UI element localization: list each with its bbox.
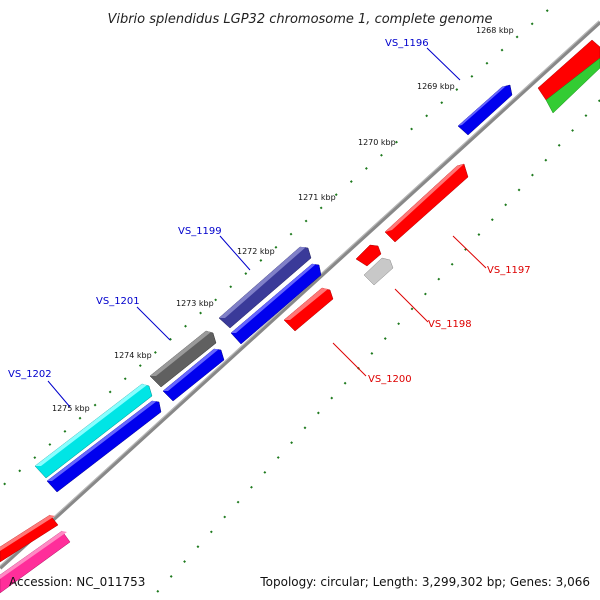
genome-backbone [0,20,600,570]
tick-label-1268: 1268 kbp [476,26,514,35]
gene-arrow-VS_1197-top [385,164,464,232]
gene-arrow-VS_1201-outer-top [150,331,211,376]
gene-label-VS_1198[interactable]: VS_1198 [428,319,472,330]
gene-arrow-VS_1197[interactable] [384,163,469,243]
gene-arrow-outer-red-bottom-top [0,515,55,551]
leader-VS_1197 [452,235,487,269]
tick-label-1271: 1271 kbp [298,193,336,202]
leader-VS_1199 [219,235,251,271]
tick-label-1273: 1273 kbp [176,299,214,308]
gene-label-VS_1202[interactable]: VS_1202 [8,369,52,380]
gene-arrow-VS_1202-top [47,401,157,481]
gene-arrow-VS_1198[interactable] [363,257,394,286]
gene-label-VS_1196[interactable]: VS_1196 [385,38,429,49]
leader-VS_1200 [332,342,367,377]
leader-VS_1201 [136,306,171,341]
map-title: Vibrio splendidus LGP32 chromosome 1, co… [107,12,492,27]
gene-arrow-outer-pink-bottom-top [0,531,67,579]
genome-summary-text: Topology: circular; Length: 3,299,302 bp… [259,575,590,589]
leader-VS_1202 [47,380,71,408]
tick-label-1274: 1274 kbp [114,351,152,360]
tick-label-1272: 1272 kbp [237,247,275,256]
tick-label-1269: 1269 kbp [417,82,455,91]
tick-label-1275: 1275 kbp [52,404,90,413]
gene-label-VS_1201[interactable]: VS_1201 [96,296,140,307]
inner-tick-track [149,99,600,600]
gene-label-VS_1199[interactable]: VS_1199 [178,226,222,237]
gene-arrow-VS_1196[interactable] [457,84,513,136]
gene-arrow-VS_1202-outer[interactable] [34,383,153,479]
tick-label-1270: 1270 kbp [358,138,396,147]
gene-arrow-VS_1202-outer-top [35,384,147,466]
leader-VS_1196 [426,47,461,81]
gene-arrow-VS_1198b[interactable] [355,244,382,267]
gene-label-VS_1197[interactable]: VS_1197 [487,265,531,276]
gene-arrow-outer-red-top[interactable] [537,39,600,101]
leader-VS_1198 [394,288,429,323]
gene-arrow-outer-green-top[interactable] [545,57,600,114]
gene-arrow-VS_1199-outer-top [219,247,306,318]
gene-arrow-VS_1196-top [458,86,506,126]
outer-tick-track [0,9,549,489]
gene-arrow-VS_1199-top [231,264,316,333]
gene-arrow-VS_1201-top [163,349,219,391]
gene-arrow-VS_1200-top [284,288,328,320]
feature-track [0,39,600,594]
accession-text: Accession: NC_011753 [9,575,145,589]
gene-label-VS_1200[interactable]: VS_1200 [368,374,412,385]
